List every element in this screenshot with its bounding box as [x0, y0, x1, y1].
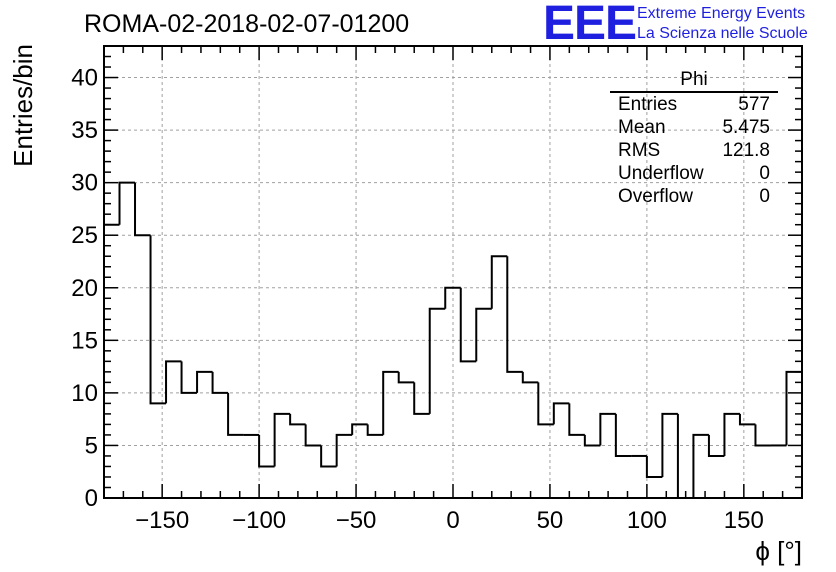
- histogram-bin: [351, 423, 368, 435]
- histogram-bin: [413, 382, 430, 415]
- stats-row-mean: Mean 5.475: [610, 116, 778, 139]
- y-tick-label: 35: [71, 117, 98, 144]
- stats-label: Overflow: [618, 186, 693, 207]
- histogram-bin: [273, 412, 291, 467]
- histogram-bin: [552, 402, 570, 425]
- histogram-bin: [149, 235, 167, 405]
- stats-value: 0: [759, 163, 770, 184]
- y-tick-label: 10: [71, 380, 98, 407]
- histogram-bin: [459, 287, 477, 363]
- stats-label: RMS: [618, 140, 661, 161]
- histogram-bin: [723, 412, 740, 456]
- x-tick-label: 100: [627, 507, 667, 534]
- x-tick-label: 50: [537, 507, 564, 534]
- stats-value: 0: [759, 186, 770, 207]
- histogram-bin: [444, 286, 461, 309]
- y-tick-label: 20: [71, 275, 98, 302]
- histogram-bin: [568, 403, 585, 436]
- stats-row-entries: Entries 577: [610, 93, 778, 116]
- histogram-bin: [661, 412, 678, 477]
- stats-label: Entries: [618, 94, 678, 115]
- y-tick-label: 0: [85, 485, 98, 512]
- histogram-bin: [475, 307, 492, 362]
- histogram-bin: [738, 413, 756, 426]
- histogram-bin: [428, 307, 446, 414]
- x-tick-label: −50: [336, 507, 377, 534]
- stats-title: Phi: [610, 70, 778, 93]
- x-tick-label: −150: [135, 507, 189, 534]
- stats-rows: Entries 577 Mean 5.475 RMS 121.8 Underflow 0 Ove…: [610, 93, 778, 208]
- y-tick-label: 15: [71, 327, 98, 354]
- stats-box: Phi Entries 577 Mean 5.475 RMS 121.8 Underflow…: [610, 70, 778, 208]
- histogram-bin: [614, 413, 632, 457]
- histogram-bin: [304, 424, 322, 447]
- histogram-bin: [134, 182, 151, 237]
- stats-value: 121.8: [722, 140, 770, 161]
- histogram-bin: [320, 445, 337, 468]
- histogram-bin: [211, 371, 229, 394]
- stats-row-overflow: Overflow 0: [610, 185, 778, 208]
- histogram-bin: [676, 413, 694, 499]
- histogram-bin: [165, 360, 182, 404]
- x-axis-label: ϕ [°]: [755, 536, 802, 566]
- eee-logo: EEE: [543, 0, 637, 50]
- histogram-bin: [490, 255, 508, 309]
- logo-caption-line2: La Scienza nelle Scuole: [637, 25, 808, 42]
- x-tick-label: 0: [446, 507, 459, 534]
- histogram-bin: [397, 371, 415, 384]
- histogram-bin: [118, 181, 136, 225]
- x-tick-label: 150: [724, 507, 764, 534]
- y-tick-label: 40: [71, 65, 98, 92]
- histogram-bin: [692, 433, 709, 498]
- histogram-bin: [645, 455, 663, 478]
- y-tick-label: 5: [85, 432, 98, 459]
- histogram-bin: [506, 256, 523, 373]
- histogram-bin: [366, 424, 384, 436]
- stats-label: Mean: [618, 117, 666, 138]
- histogram-bin: [521, 371, 539, 384]
- histogram-bin: [227, 392, 244, 436]
- histogram-bin: [754, 424, 771, 447]
- histogram-bin: [537, 382, 554, 426]
- y-tick-label: 30: [71, 170, 98, 197]
- y-axis-label: Entries/bin: [8, 44, 38, 167]
- x-tick-label: −100: [232, 507, 286, 534]
- histogram-bin: [258, 434, 275, 468]
- stats-value: 5.475: [722, 117, 770, 138]
- chart-title: ROMA-02-2018-02-07-01200: [84, 10, 410, 38]
- stats-label: Underflow: [618, 163, 704, 184]
- logo-caption: Extreme Energy Events La Scienza nelle S…: [637, 4, 808, 44]
- histogram-bin: [382, 370, 399, 435]
- histogram-bin: [583, 434, 601, 447]
- histogram-bin: [599, 412, 616, 446]
- histogram-bin: [180, 361, 198, 394]
- stats-value: 577: [738, 94, 770, 115]
- stats-row-underflow: Underflow 0: [610, 162, 778, 185]
- histogram-bin: [289, 413, 306, 426]
- histogram-bin: [196, 370, 213, 393]
- histogram-bin: [707, 434, 725, 457]
- histogram-bin: [335, 433, 353, 467]
- logo-caption-line1: Extreme Energy Events: [637, 5, 806, 22]
- y-tick-label: 25: [71, 222, 98, 249]
- stats-row-rms: RMS 121.8: [610, 139, 778, 162]
